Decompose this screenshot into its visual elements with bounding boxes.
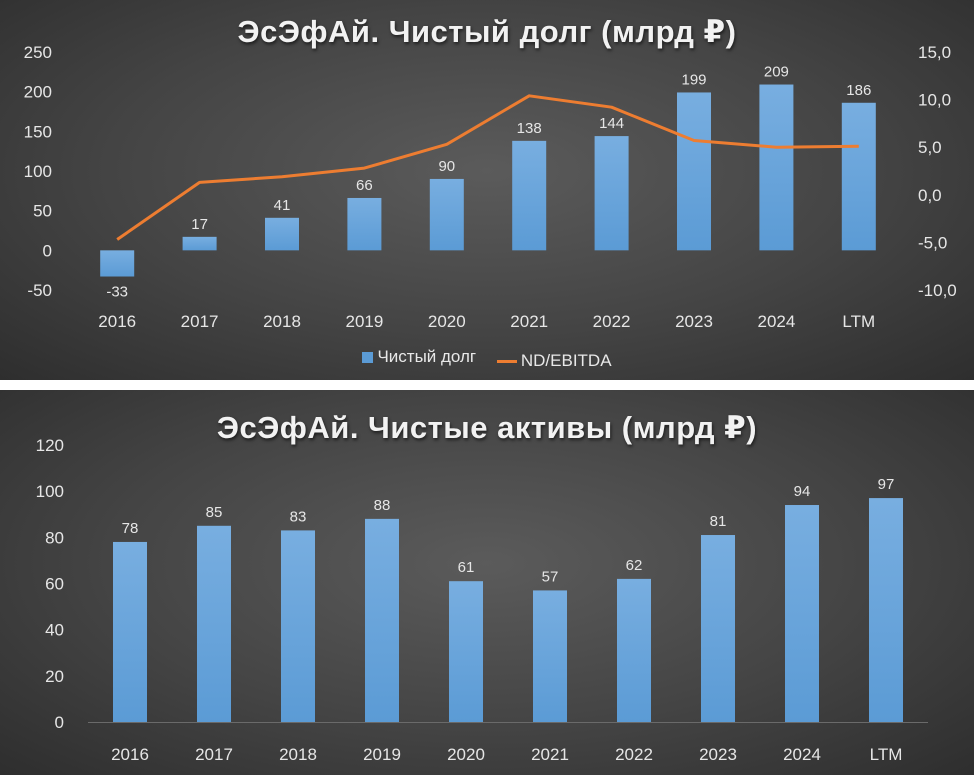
x-axis-tick-label: 2022: [615, 745, 653, 764]
net-assets-data-label: 62: [626, 557, 643, 574]
net-assets-data-label: 88: [374, 497, 391, 514]
y-axis-tick-label: 250: [24, 43, 52, 62]
y-axis-tick-label: 120: [36, 436, 64, 455]
net-debt-data-label: -33: [106, 284, 128, 301]
x-axis-tick-label: 2023: [675, 312, 713, 331]
net-debt-data-label: 17: [191, 216, 208, 233]
x-axis-tick-label: 2020: [428, 312, 466, 331]
legend-label-nd-ebitda: ND/EBITDA: [520, 351, 612, 370]
x-axis-tick-label: 2023: [699, 745, 737, 764]
net-assets-bar: [449, 581, 483, 722]
y-axis-tick-label: 200: [24, 83, 52, 102]
net-debt-bar: [265, 217, 299, 251]
y-axis-tick-label: 40: [45, 621, 64, 640]
y2-axis-tick-label: 10,0: [918, 91, 951, 110]
net-assets-data-label: 97: [878, 476, 895, 493]
net-debt-chart: -50 0 50 100 150 200 250 -10,0 -5,0 0,0 5,0 10,0 15,…: [24, 43, 957, 331]
legend-label-net-debt: Чистый долг: [377, 347, 477, 366]
net-debt-data-label: 66: [356, 177, 373, 194]
net-assets-bar: [869, 498, 903, 722]
net-assets-bar: [197, 525, 231, 722]
net-debt-bar: [759, 84, 794, 251]
net-debt-bar: [347, 197, 382, 251]
net-debt-data-label: 41: [274, 197, 291, 214]
y-axis-tick-label: 0: [55, 713, 64, 732]
net-assets-chart-panel: ЭсЭфАй. Чистые активы (млрд ₽) 0 20 40 60 80…: [0, 390, 974, 775]
y2-axis-tick-label: 0,0: [918, 186, 942, 205]
legend-bar-swatch: [362, 351, 374, 363]
net-debt-data-label: 144: [599, 115, 624, 132]
net-assets-data-label: 81: [710, 513, 727, 530]
net-assets-bar: [281, 530, 315, 722]
net-debt-bar: [182, 236, 217, 251]
net-debt-chart-panel: ЭсЭфАй. Чистый долг (млрд ₽) -50 0 50 100 15…: [0, 0, 974, 380]
x-axis-tick-label: LTM: [870, 745, 903, 764]
y-axis-tick-label: 60: [45, 575, 64, 594]
net-assets-bar: [365, 518, 399, 722]
y2-axis-tick-label: -5,0: [918, 233, 947, 252]
legend-line-swatch: [496, 359, 517, 363]
y-axis-tick-label: 20: [45, 667, 64, 686]
x-axis-tick-label: 2024: [757, 312, 795, 331]
legend-item-net-debt: Чистый долг: [362, 347, 476, 367]
y-axis-tick-label: 100: [36, 482, 64, 501]
x-axis-tick-label: 2022: [593, 312, 631, 331]
x-axis-tick-label: 2018: [263, 312, 301, 331]
net-assets-data-label: 83: [290, 508, 307, 525]
net-assets-bar: [533, 590, 567, 722]
x-axis-tick-label: LTM: [842, 312, 875, 331]
net-assets-data-label: 85: [206, 504, 223, 521]
x-axis-tick-label: 2017: [195, 745, 233, 764]
x-axis-tick-label: 2019: [345, 312, 383, 331]
y2-axis-tick-label: -10,0: [918, 281, 957, 300]
y2-axis-tick-label: 5,0: [918, 138, 942, 157]
net-assets-bar: [785, 505, 819, 722]
net-debt-data-label: 186: [846, 82, 871, 99]
net-debt-bar: [594, 136, 629, 251]
net-assets-data-label: 57: [542, 568, 559, 585]
net-assets-bar: [701, 535, 735, 722]
net-debt-data-label: 199: [681, 71, 706, 88]
legend-item-nd-ebitda: ND/EBITDA: [496, 351, 612, 371]
y-axis-tick-label: 150: [24, 122, 52, 141]
x-axis-tick-label: 2017: [181, 312, 219, 331]
net-assets-bar: [113, 541, 147, 722]
nd-ebitda-line: [116, 94, 859, 241]
net-assets-chart: 0 20 40 60 80 100 120 78 85 83 88 61 57 62 81 94 97 2016 2…: [36, 436, 928, 764]
x-axis-tick-label: 2018: [279, 745, 317, 764]
net-assets-data-label: 94: [794, 483, 811, 500]
net-debt-bar: [841, 102, 876, 251]
y-axis-tick-label: -50: [27, 281, 52, 300]
net-debt-bar: [512, 140, 547, 251]
y-axis-tick-label: 80: [45, 528, 64, 547]
x-axis-tick-label: 2021: [510, 312, 548, 331]
net-debt-data-label: 90: [438, 158, 455, 175]
net-assets-bar: [617, 578, 651, 722]
x-axis-tick-label: 2021: [531, 745, 569, 764]
net-debt-chart-title: ЭсЭфАй. Чистый долг (млрд ₽): [237, 14, 737, 49]
net-debt-data-label: 209: [764, 64, 789, 81]
net-debt-bar: [429, 178, 464, 251]
y-axis-tick-label: 100: [24, 162, 52, 181]
net-assets-data-label: 78: [122, 520, 139, 537]
y2-axis-tick-label: 15,0: [918, 43, 951, 62]
x-axis-tick-label: 2019: [363, 745, 401, 764]
x-axis-tick-label: 2020: [447, 745, 485, 764]
net-debt-data-label: 138: [517, 120, 542, 137]
y-axis-tick-label: 0: [43, 241, 52, 260]
net-debt-legend: Чистый долг ND/EBITDA: [0, 347, 974, 371]
y-axis-tick-label: 50: [33, 202, 52, 221]
net-debt-bar: [677, 92, 711, 251]
x-axis-tick-label: 2016: [98, 312, 136, 331]
x-axis-tick-label: 2016: [111, 745, 149, 764]
net-assets-data-label: 61: [458, 559, 475, 576]
net-debt-bar: [100, 250, 135, 277]
x-axis-tick-label: 2024: [783, 745, 821, 764]
net-assets-chart-title: ЭсЭфАй. Чистые активы (млрд ₽): [216, 410, 758, 445]
